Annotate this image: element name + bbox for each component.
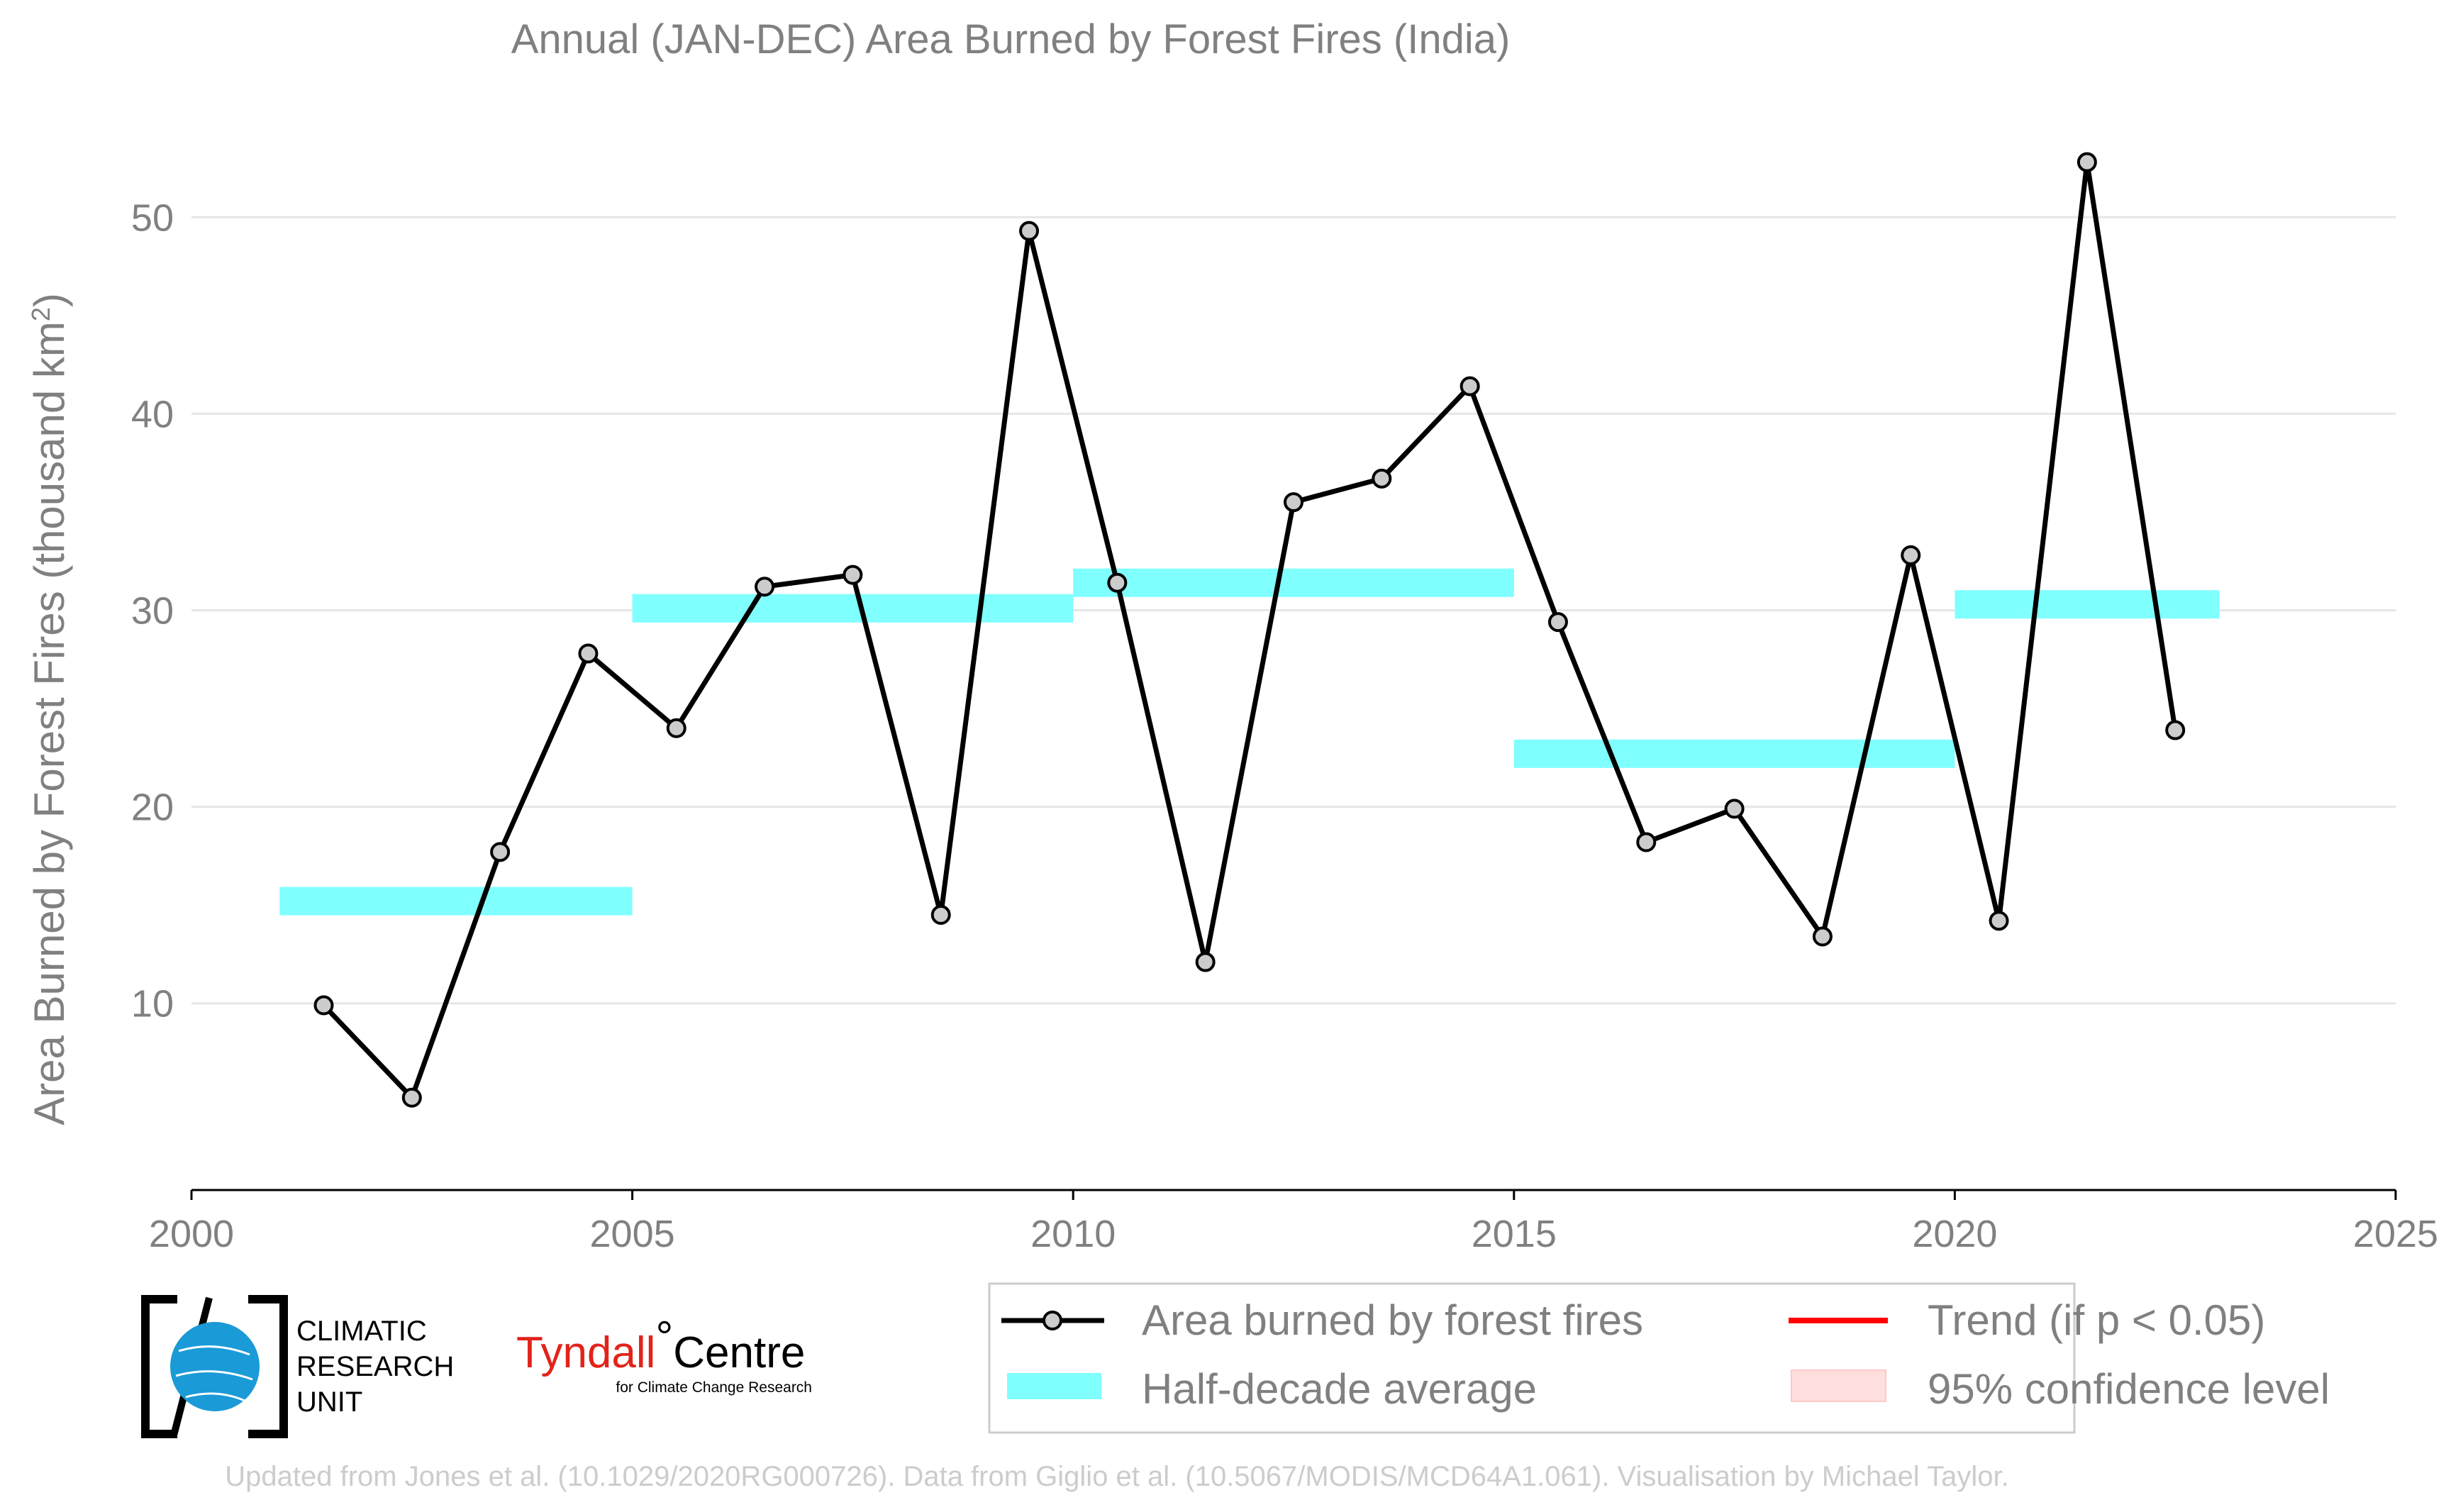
series-line [321, 162, 2178, 1103]
footer-credits: Updated from Jones et al. (10.1029/2020R… [225, 1461, 2008, 1492]
data-point [1547, 612, 1568, 633]
data-point [1372, 468, 1392, 489]
legend-band [1007, 1373, 1101, 1399]
data-point [1107, 572, 1128, 593]
legend: Area burned by forest fires Half-decade … [988, 1282, 2330, 1434]
cru-logo-bracket [141, 1295, 177, 1438]
x-axis: 2000 2005 2010 2015 2020 2025 [149, 1189, 2438, 1255]
globe-icon-lines [175, 1345, 253, 1402]
half-decade-average-bands [279, 568, 2220, 916]
legend-marker [1043, 1311, 1062, 1330]
data-point [490, 842, 511, 862]
data-point [1812, 926, 1833, 947]
data-point [313, 995, 334, 1016]
x-tick-label: 2020 [1912, 1213, 1997, 1255]
data-point [755, 577, 775, 597]
data-point [1284, 492, 1303, 513]
data-point [1901, 545, 1921, 565]
tyndall-logo: Tyndall°Centre for Climate Change Resear… [516, 1313, 812, 1396]
data-point [578, 643, 599, 664]
legend-entry-trend: Trend (if p < 0.05) [1789, 1296, 2265, 1344]
data-point [2165, 720, 2186, 740]
cru-logo: CLIMATIC RESEARCH UNIT [141, 1295, 454, 1438]
legend-label: Half-decade average [1142, 1365, 1537, 1413]
data-point [1989, 911, 2009, 931]
cru-logo-bracket [248, 1295, 288, 1438]
y-tick-label: 50 [131, 196, 174, 239]
globe-icon [170, 1322, 260, 1411]
data-point [843, 565, 863, 585]
half-decade-band [1955, 590, 2220, 619]
chart-title: Annual (JAN-DEC) Area Burned by Forest F… [511, 16, 1511, 62]
y-tick-label: 20 [131, 786, 174, 829]
cru-logo-text: UNIT [296, 1386, 362, 1418]
x-tick-label: 2000 [149, 1213, 234, 1255]
data-point [1019, 221, 1040, 241]
y-axis-label: Area Burned by Forest Fires (thousand km… [26, 293, 73, 1125]
y-tick-label: 40 [131, 393, 174, 435]
data-point [401, 1087, 422, 1108]
x-tick-label: 2025 [2353, 1213, 2438, 1255]
x-tick-label: 2005 [590, 1213, 675, 1255]
half-decade-band [632, 594, 1074, 623]
data-point [1636, 832, 1657, 852]
legend-confidence-patch [1791, 1369, 1886, 1402]
grid [191, 216, 2396, 1005]
x-tick-label: 2010 [1030, 1213, 1116, 1255]
tyndall-logo-text: Tyndall°Centre [516, 1313, 805, 1377]
y-axis-ticks: 10 20 30 40 50 [131, 196, 174, 1025]
legend-entry-half-decade: Half-decade average [1007, 1365, 1537, 1413]
x-tick-label: 2015 [1472, 1213, 1557, 1255]
half-decade-band [1513, 739, 1955, 768]
data-point [666, 718, 686, 738]
data-point [2076, 152, 2097, 172]
data-point [1724, 799, 1745, 819]
y-tick-label: 30 [131, 590, 174, 633]
data-point [1195, 952, 1216, 972]
legend-entry-area-burned: Area burned by forest fires [1001, 1296, 1643, 1344]
legend-label: Area burned by forest fires [1142, 1296, 1643, 1344]
cru-logo-text: CLIMATIC [296, 1316, 427, 1347]
legend-label: Trend (if p < 0.05) [1928, 1296, 2265, 1344]
legend-label: 95% confidence level [1928, 1365, 2330, 1413]
legend-entry-confidence: 95% confidence level [1791, 1365, 2330, 1413]
data-point [1460, 376, 1480, 396]
y-tick-label: 10 [131, 983, 174, 1025]
cru-logo-text: RESEARCH [296, 1351, 454, 1382]
tyndall-logo-subtext: for Climate Change Research [616, 1379, 812, 1396]
legend-frame [988, 1282, 2076, 1434]
half-decade-band [279, 886, 633, 916]
data-point [930, 905, 951, 925]
series-area-burned [313, 152, 2186, 1108]
half-decade-band [1073, 568, 1514, 597]
